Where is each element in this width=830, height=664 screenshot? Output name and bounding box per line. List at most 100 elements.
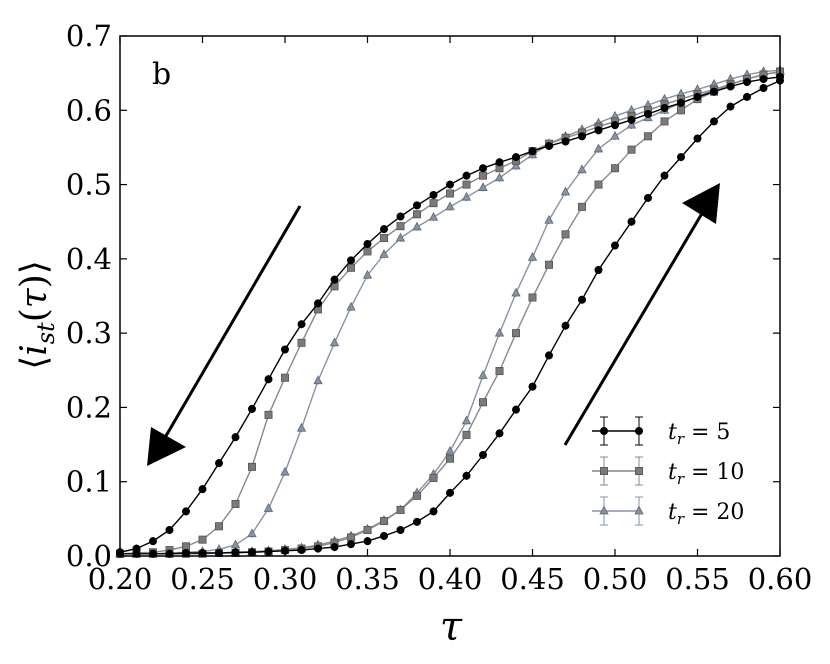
data-point [511,160,521,170]
data-point [412,210,421,219]
data-point [759,75,768,84]
data-point [527,252,538,261]
data-point [379,531,388,540]
legend-marker [634,505,644,515]
arrow-down-shaft [161,205,302,442]
arrow-down-head [147,427,186,466]
y-axis-label: ⟨ist(τ)⟩ [14,260,60,370]
data-point [644,132,653,141]
data-point [379,225,388,234]
data-point [379,234,388,243]
data-point [494,172,505,182]
data-point [512,405,521,414]
data-point [363,247,372,256]
data-point [578,202,587,211]
data-point [495,429,504,438]
data-point [693,134,702,143]
y-label-i: i [14,344,55,356]
data-point [528,293,537,302]
x-tick-label: 0.45 [500,562,565,596]
data-point [528,382,537,391]
data-point [363,526,372,535]
data-point [313,299,322,308]
data-point [578,132,587,141]
data-point [346,263,355,272]
data-point [148,537,157,546]
data-point [677,153,686,162]
data-point [396,526,405,535]
data-point [560,186,571,196]
data-point [561,137,570,146]
y-tick-label: 0.2 [66,390,112,424]
data-point [660,117,669,126]
data-point [412,491,421,500]
y-label-rest: ( [14,308,55,322]
data-point [495,158,504,167]
data-point [478,182,488,191]
data-point [313,375,323,385]
data-point [396,505,405,514]
legend-entry: tr = 20 [592,496,744,528]
data-point [611,241,620,250]
legend-marker [599,505,609,515]
axis-tick-labels: 0.20 0.25 0.30 0.35 0.40 0.45 0.50 0.55 0.60 0.0 0… [66,19,812,596]
legend-marker [600,426,609,435]
data-point [627,115,636,124]
arrow-upward [563,183,720,446]
data-point [545,351,554,360]
data-point [379,249,389,258]
data-point [726,102,735,111]
data-point [296,422,307,432]
x-tick-label: 0.40 [418,562,483,596]
data-point [379,517,388,526]
data-point [198,485,207,494]
data-point [329,337,340,347]
data-point [247,528,257,538]
data-point [743,78,752,87]
data-point [412,517,421,526]
data-point [478,450,487,459]
data-point [743,92,752,101]
y-label-close: )⟩ [14,260,55,288]
data-point [445,445,455,455]
data-point [429,199,438,208]
data-point [330,275,339,284]
legend-label: tr = 10 [668,460,744,488]
data-point [512,153,521,162]
data-point [445,488,454,497]
y-tick-label: 0.5 [66,168,112,202]
data-point [710,117,719,126]
arrow-downward [147,205,302,466]
data-point [214,522,223,531]
legend-label: tr = 5 [668,420,730,448]
y-tick-label: 0.6 [66,93,112,127]
x-tick-label: 0.60 [748,562,813,596]
data-point [214,459,223,468]
data-point [313,544,322,553]
data-point [627,217,636,226]
data-point [263,503,274,512]
data-point [545,141,554,150]
data-point [610,130,620,140]
data-point [660,104,669,113]
data-point [512,329,521,338]
data-point [462,171,471,180]
data-point [611,121,620,130]
y-tick-label: 0.0 [66,539,112,573]
data-point [412,221,422,231]
data-point [231,433,240,442]
data-point [644,110,653,119]
data-point [280,345,289,354]
data-point [346,533,355,542]
data-point [578,295,587,304]
data-point [445,180,454,189]
data-point [429,190,438,199]
data-point [445,454,454,463]
x-axis-label: τ [440,604,463,650]
data-point [445,201,455,211]
x-tick-label: 0.30 [253,562,318,596]
data-point [429,473,438,482]
data-point [593,143,604,153]
data-point [594,180,603,189]
legend-entry: tr = 5 [592,416,730,448]
